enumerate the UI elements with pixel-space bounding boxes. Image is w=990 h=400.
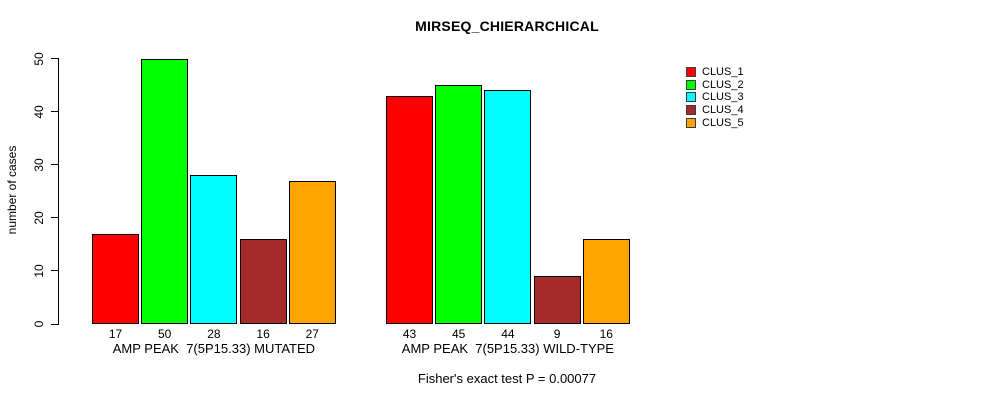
bar-value-label: 45 (452, 327, 466, 341)
y-axis-label: number of cases (5, 145, 19, 235)
bar-value-label: 44 (501, 327, 515, 341)
bar-clus_2-group1 (141, 58, 189, 324)
bar-clus_1-group2 (386, 95, 433, 324)
legend-item: CLUS_1 (686, 66, 744, 79)
y-axis-tick (51, 164, 59, 166)
bar-value-label: 27 (305, 327, 319, 341)
legend-item-label: CLUS_2 (702, 78, 744, 91)
legend-item-label: CLUS_3 (702, 91, 744, 104)
legend-item-label: CLUS_5 (702, 116, 744, 129)
y-axis-line (58, 58, 59, 324)
legend-item: CLUS_5 (686, 116, 744, 129)
bar-value-label: 16 (256, 327, 270, 341)
y-axis-tick (51, 323, 59, 325)
legend-item: CLUS_3 (686, 91, 744, 104)
y-axis-tick-label: 20 (32, 211, 46, 225)
y-axis-tick (51, 58, 59, 59)
category-label: AMP PEAK 7(5P15.33) WILD-TYPE (401, 341, 614, 356)
bar-clus_5-group2 (582, 239, 630, 324)
legend-swatch-clus_5 (686, 117, 696, 128)
y-axis-tick-label: 50 (32, 51, 46, 66)
bar-value-label: 50 (158, 327, 172, 341)
bar-value-label: 28 (207, 327, 221, 341)
y-axis-tick-label: 10 (32, 264, 46, 278)
bar-value-label: 43 (402, 327, 417, 341)
bar-clus_4-group1 (239, 239, 287, 324)
chart-title: MIRSEQ_CHIERARCHICAL (415, 18, 599, 34)
bar-clus_2-group2 (435, 85, 483, 324)
legend-item: CLUS_4 (686, 104, 744, 117)
y-axis-tick-label: 30 (32, 158, 46, 172)
legend-item-label: CLUS_1 (702, 66, 744, 79)
y-axis-tick (51, 111, 59, 113)
legend-item: CLUS_2 (686, 79, 744, 92)
bar-value-label: 16 (599, 327, 613, 341)
y-axis-tick (51, 270, 59, 272)
legend: CLUS_1 CLUS_2 CLUS_3 CLUS_4 CLUS_5 (686, 66, 744, 129)
bar-value-label: 9 (553, 327, 561, 341)
legend-swatch-clus_2 (686, 79, 696, 90)
bar-clus_4-group2 (533, 276, 581, 324)
bar-value-label: 17 (108, 327, 123, 341)
bar-clus_3-group2 (484, 90, 532, 324)
bar-clus_1-group1 (92, 233, 139, 324)
legend-swatch-clus_3 (686, 92, 696, 103)
category-label: AMP PEAK 7(5P15.33) MUTATED (112, 341, 316, 356)
bar-clus_5-group1 (288, 180, 336, 324)
bar-clus_3-group1 (190, 175, 238, 324)
legend-item-label: CLUS_4 (702, 104, 744, 117)
y-axis-tick (51, 217, 59, 219)
y-axis-tick-label: 40 (32, 104, 46, 119)
legend-swatch-clus_4 (686, 105, 696, 116)
annotation-text: Fisher's exact test P = 0.00077 (417, 371, 597, 386)
legend-swatch-clus_1 (686, 67, 696, 78)
y-axis-tick-label: 0 (32, 320, 46, 328)
